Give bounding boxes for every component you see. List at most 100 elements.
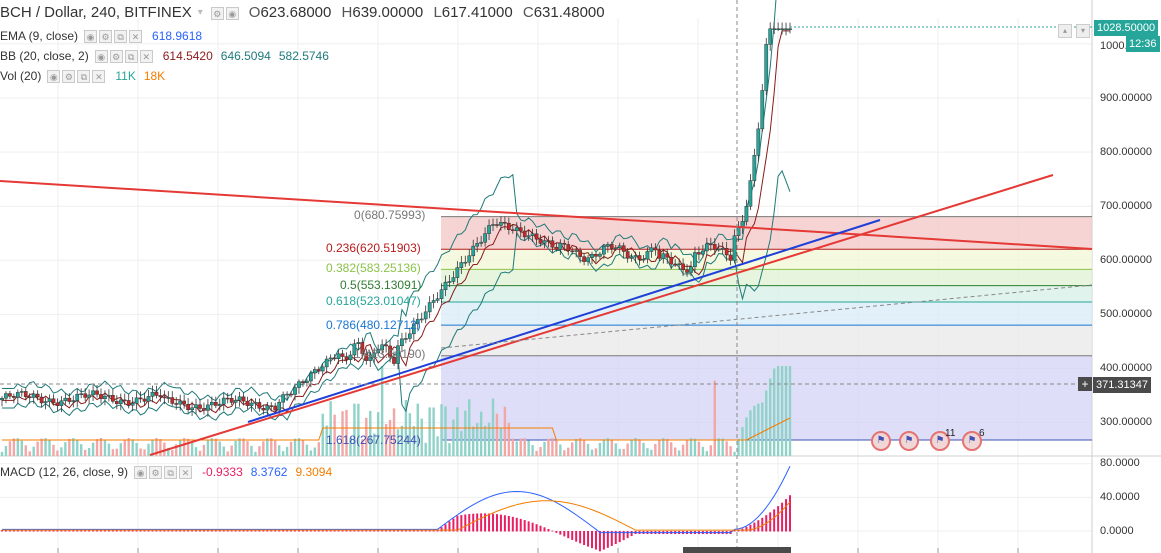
settings-icon[interactable]: ⚙ <box>62 69 76 83</box>
macd-hist-bar <box>52 530 55 532</box>
eye-icon[interactable]: ◉ <box>84 29 98 43</box>
source-icon[interactable]: ⧉ <box>114 29 128 43</box>
volume-bar <box>527 440 530 456</box>
macd-hist-bar <box>301 530 304 532</box>
macd-hist-bar <box>412 530 415 532</box>
candle <box>166 397 171 399</box>
volume-bar <box>190 442 194 456</box>
volume-bar <box>697 441 701 456</box>
macd-hist-bar <box>202 530 205 532</box>
vol-value-1: 11K <box>115 69 136 83</box>
settings-icon[interactable]: ⚙ <box>149 465 163 479</box>
candle <box>27 396 32 399</box>
volume-bar <box>559 444 562 456</box>
settings-icon[interactable]: ⚙ <box>99 29 113 43</box>
eye-icon[interactable]: ◉ <box>134 465 148 479</box>
macd-hist-bar <box>476 513 479 532</box>
eye-icon[interactable]: ◉ <box>47 69 61 83</box>
candle <box>649 247 654 252</box>
volume-bar <box>139 448 142 456</box>
macd-hist-bar <box>131 530 134 532</box>
volume-bar <box>226 451 229 456</box>
volume-bar <box>222 446 225 456</box>
candle <box>443 281 448 290</box>
macd-hist-bar <box>531 522 534 532</box>
settings-icon[interactable]: ⚙ <box>210 6 224 20</box>
volume-bar <box>507 422 511 456</box>
ema-legend[interactable]: EMA (9, close) ◉ ⚙ ⧉ ✕ 618.9618 <box>0 28 202 44</box>
candle <box>380 344 384 351</box>
candle <box>301 381 305 383</box>
symbol-title[interactable]: BCH / Dollar, 240, BITFINEX <box>0 4 192 21</box>
macd-hist-bar <box>317 530 320 532</box>
add-icon[interactable]: + <box>1078 377 1092 391</box>
symbol-header: BCH / Dollar, 240, BITFINEX ▾ ⚙ ◉ O623.6… <box>0 3 605 23</box>
candle <box>431 300 436 303</box>
volume-bar <box>765 390 768 456</box>
volume-bar <box>238 438 241 456</box>
event-badge[interactable]: ⚑ <box>899 431 919 451</box>
fib-zone <box>441 216 1092 250</box>
chevron-down-icon[interactable]: ▾ <box>197 7 203 18</box>
close-value: 631.48000 <box>533 4 605 21</box>
candle <box>289 393 293 396</box>
event-badge[interactable]: ⚑ <box>871 431 891 451</box>
macd-hist-bar <box>48 530 51 532</box>
candle <box>210 401 214 406</box>
volume-bar <box>551 438 554 456</box>
event-badge[interactable]: ⚑ <box>962 431 982 451</box>
bb-lower-value: 582.5746 <box>278 49 329 63</box>
candle <box>503 222 507 224</box>
close-icon[interactable]: ✕ <box>92 69 106 83</box>
trend-lines[interactable] <box>0 174 1093 456</box>
close-icon[interactable]: ✕ <box>139 49 153 63</box>
settings-icon[interactable]: ⚙ <box>109 49 123 63</box>
candle <box>724 248 729 256</box>
price-tick: 400.00000 <box>1100 362 1152 374</box>
candle <box>693 252 697 268</box>
bb-legend[interactable]: BB (20, close, 2) ◉ ⚙ ⧉ ✕ 614.5420 646.5… <box>0 48 329 64</box>
pane-up-icon[interactable]: ▴ <box>1058 24 1072 38</box>
macd-hist-bar <box>92 530 95 532</box>
macd-hist-bar <box>424 530 427 532</box>
vol-legend[interactable]: Vol (20) ◉ ⚙ ⧉ ✕ 11K 18K <box>0 68 165 84</box>
candle <box>138 397 143 400</box>
candle <box>748 180 753 207</box>
macd-hist-bar <box>373 530 376 532</box>
event-badge[interactable]: ⚑ <box>930 431 950 451</box>
macd-hist-bar <box>456 515 459 532</box>
pane-down-icon[interactable]: ▾ <box>1076 24 1090 38</box>
eye-icon[interactable]: ◉ <box>94 49 108 63</box>
macd-hist-bar <box>488 513 491 532</box>
source-icon[interactable]: ⧉ <box>124 49 138 63</box>
volume-bar <box>76 439 79 456</box>
macd-hist-bar <box>400 530 403 532</box>
macd-hist-bar <box>610 531 613 546</box>
close-icon[interactable]: ✕ <box>129 29 143 43</box>
volume-bar <box>178 440 182 456</box>
macd-signal-value: 9.3094 <box>295 465 333 479</box>
volume-bar <box>87 447 91 456</box>
candle <box>0 398 4 401</box>
candle <box>71 400 76 402</box>
macd-hist-bar <box>460 515 463 532</box>
candle <box>609 244 614 249</box>
hide-icon[interactable]: ◉ <box>225 6 239 20</box>
macd-hist-bar <box>56 530 59 532</box>
candle <box>689 266 693 273</box>
macd-hist-bar <box>143 530 146 532</box>
macd-hist-bar <box>274 530 277 532</box>
volume-bar <box>634 438 637 456</box>
macd-hist-bar <box>179 530 182 532</box>
candle <box>51 398 56 404</box>
close-icon[interactable]: ✕ <box>179 465 193 479</box>
us-flag-icon: ⚑ <box>876 435 886 446</box>
volume-bar <box>503 406 507 456</box>
source-icon[interactable]: ⧉ <box>164 465 178 479</box>
macd-legend[interactable]: MACD (12, 26, close, 9) ◉ ⚙ ⧉ ✕ -0.9333 … <box>0 464 332 480</box>
candle <box>265 405 270 411</box>
candle <box>598 253 602 257</box>
macd-hist-bar <box>99 530 102 532</box>
source-icon[interactable]: ⧉ <box>77 69 91 83</box>
